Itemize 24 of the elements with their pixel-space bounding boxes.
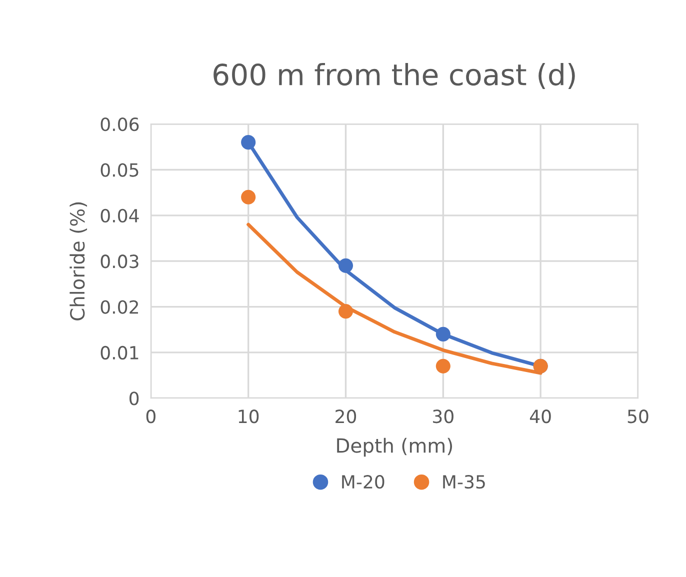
point [436,326,450,342]
legend-label: M-35 [443,474,485,489]
point [241,135,256,150]
x-tick-label: 50 [628,410,648,424]
x-axis-title: Depth (mm) [337,438,452,457]
x-tick-label: 40 [530,410,551,424]
y-tick-label: 0.02 [100,300,138,314]
point [436,358,450,374]
y-tick-label: 0 [130,392,139,406]
chart-title: 600 m from the coast (d) [214,63,575,90]
y-tick-label: 0.03 [100,254,138,268]
x-tick-label: 30 [433,410,454,424]
y-tick-label: 0.04 [100,208,139,223]
y-tick-label: 0.01 [100,346,138,360]
x-tick-label: 20 [336,410,356,424]
x-tick-label: 10 [238,410,259,424]
legend-label: M-20 [342,474,384,489]
point [338,304,354,319]
x-tick-label: 0 [146,410,156,424]
point [241,190,256,204]
y-tick-label: 0.06 [100,118,139,132]
y-axis-title: Chloride (%) [70,202,88,320]
y-tick-label: 0.05 [100,163,138,177]
point [338,258,354,273]
